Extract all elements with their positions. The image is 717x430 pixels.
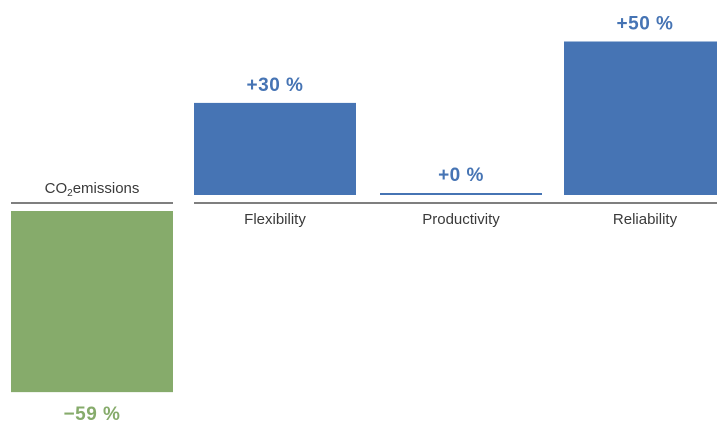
value-label-co-emissions: −59 % xyxy=(64,404,121,425)
category-label-flexibility: Flexibility xyxy=(244,211,306,228)
bar-co-emissions xyxy=(11,211,173,393)
value-label-flexibility: +30 % xyxy=(247,75,304,96)
labels-layer: −59 % CO2emissions +30 % Flexibility +0 % Pro… xyxy=(45,14,678,426)
value-label-productivity: +0 % xyxy=(438,165,484,186)
bar-productivity xyxy=(380,193,542,195)
category-label-reliability: Reliability xyxy=(613,211,678,228)
bar-flexibility xyxy=(194,102,356,195)
category-label-productivity: Productivity xyxy=(422,211,500,228)
value-label-reliability: +50 % xyxy=(617,14,674,35)
category-label-co-emissions: CO2emissions xyxy=(45,180,140,199)
bar-reliability xyxy=(564,41,717,195)
bars-layer xyxy=(11,41,717,393)
